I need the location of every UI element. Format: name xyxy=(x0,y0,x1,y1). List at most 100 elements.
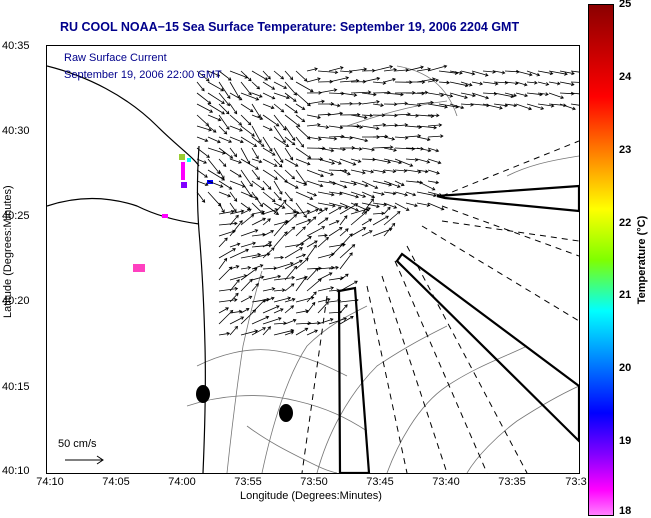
current-vector xyxy=(317,297,331,303)
current-vector xyxy=(405,157,419,162)
current-vector xyxy=(284,103,298,114)
current-vector xyxy=(196,92,212,105)
current-vector xyxy=(262,326,272,336)
current-vector xyxy=(383,77,396,83)
current-vector xyxy=(405,113,419,118)
current-vector xyxy=(240,252,262,259)
current-vector xyxy=(295,226,306,237)
current-vector xyxy=(273,321,287,326)
current-vector xyxy=(317,318,334,325)
current-vector xyxy=(460,81,473,87)
current-vector xyxy=(251,217,267,226)
current-vector xyxy=(317,217,329,226)
current-vector xyxy=(372,145,394,150)
coastline xyxy=(47,65,206,473)
current-vector xyxy=(273,199,287,215)
current-vector xyxy=(570,81,579,83)
current-vector xyxy=(295,276,307,292)
current-vector xyxy=(284,259,303,270)
current-vector xyxy=(372,103,384,108)
current-vector xyxy=(372,202,388,207)
current-vector xyxy=(273,231,288,248)
current-vector xyxy=(482,81,499,86)
current-vector xyxy=(262,125,273,131)
current-vector xyxy=(229,220,243,237)
current-vector xyxy=(295,114,306,123)
current-vector xyxy=(416,67,432,72)
current-vector xyxy=(284,136,296,146)
current-vector xyxy=(273,147,284,164)
current-vector xyxy=(262,266,278,271)
current-vector xyxy=(273,275,296,281)
current-vector xyxy=(339,101,353,106)
current-vector xyxy=(262,92,276,100)
current-vector xyxy=(273,308,284,314)
current-vector xyxy=(361,169,375,174)
current-vector xyxy=(350,227,367,237)
current-vector xyxy=(383,113,398,118)
current-vector xyxy=(504,69,520,74)
current-vector xyxy=(229,169,242,178)
current-vector xyxy=(317,158,336,165)
buoy-marker xyxy=(196,385,210,403)
current-vector xyxy=(339,215,348,226)
current-vector xyxy=(493,103,509,108)
current-vector xyxy=(339,252,353,270)
current-vector xyxy=(328,158,342,165)
current-vector xyxy=(262,169,278,180)
current-vector xyxy=(427,147,440,153)
current-vector xyxy=(240,208,252,215)
current-vector xyxy=(350,169,366,175)
current-vector xyxy=(526,103,545,110)
x-tick-label: 74:05 xyxy=(102,476,130,488)
current-vector xyxy=(526,80,538,85)
current-vector xyxy=(427,113,440,118)
current-vector xyxy=(493,92,515,99)
buoy-marker xyxy=(279,404,293,422)
current-vector xyxy=(251,315,270,325)
current-vector xyxy=(218,114,230,130)
current-vector xyxy=(196,125,212,132)
current-vector xyxy=(416,90,429,95)
current-vector xyxy=(295,327,309,336)
current-vector xyxy=(240,169,253,187)
current-vector xyxy=(229,279,240,292)
current-vector xyxy=(317,191,335,197)
current-vector xyxy=(405,191,417,197)
current-vector xyxy=(240,103,254,113)
current-vector xyxy=(405,103,422,108)
current-vector xyxy=(559,91,575,96)
colorbar-tick: 23 xyxy=(619,144,632,156)
current-vector xyxy=(196,191,206,203)
current-vector xyxy=(273,296,292,303)
current-vector xyxy=(251,191,263,208)
current-vector xyxy=(229,248,249,259)
current-vector xyxy=(537,81,550,86)
current-vector xyxy=(306,180,324,188)
scale-arrow xyxy=(65,455,104,465)
current-vector xyxy=(339,202,359,212)
current-vector xyxy=(339,203,359,215)
current-vector xyxy=(416,100,434,105)
current-vector xyxy=(262,317,282,325)
current-vector xyxy=(339,280,358,292)
current-vector xyxy=(328,134,345,139)
current-vector xyxy=(273,114,287,131)
current-vector xyxy=(273,220,288,237)
current-vector xyxy=(229,292,239,303)
current-vector xyxy=(295,218,312,226)
current-vector xyxy=(317,147,335,153)
current-vector xyxy=(240,295,253,303)
current-vector xyxy=(273,136,290,148)
current-vector xyxy=(295,70,308,82)
current-vector xyxy=(328,125,344,130)
current-vector xyxy=(361,191,376,199)
current-vector xyxy=(262,136,273,152)
current-vector xyxy=(229,147,238,158)
current-vector xyxy=(251,327,266,336)
current-vector xyxy=(317,236,329,248)
overlay-label-current: Raw Surface Current xyxy=(64,52,167,64)
current-vector xyxy=(284,318,297,325)
current-vector xyxy=(306,208,319,215)
current-vector xyxy=(218,307,229,314)
